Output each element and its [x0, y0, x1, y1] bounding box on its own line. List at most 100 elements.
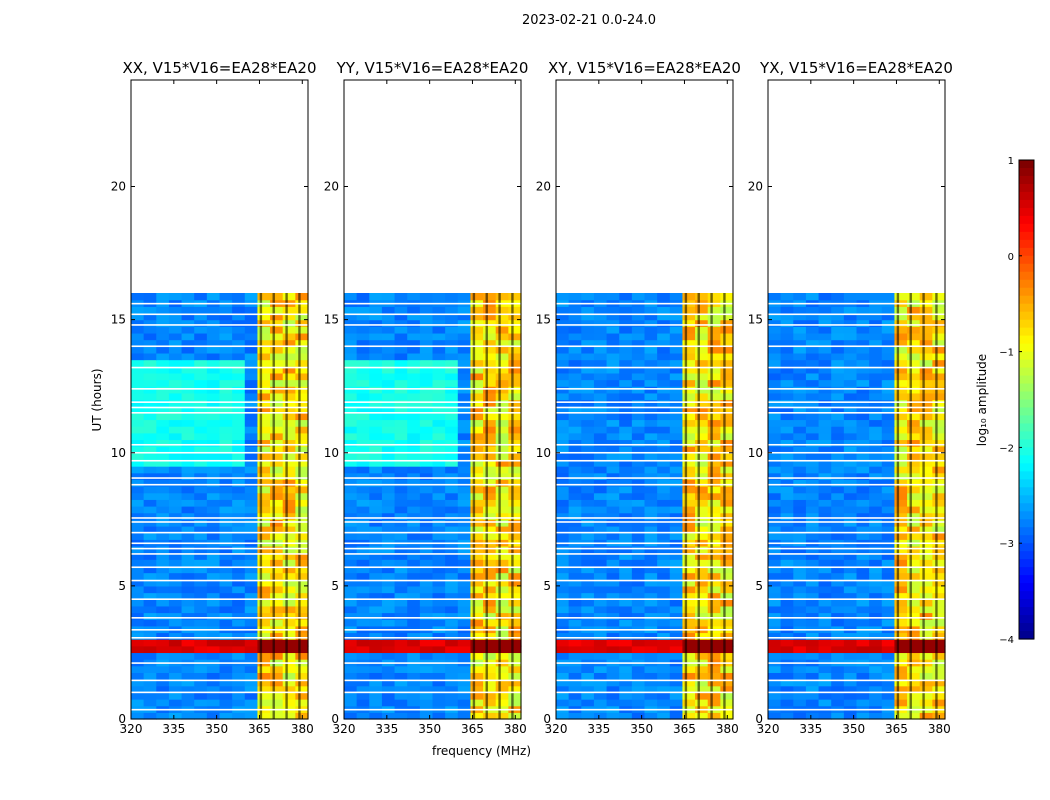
heatmap-cell: [856, 679, 870, 687]
heatmap-cell: [707, 432, 721, 441]
heatmap-cell: [568, 632, 582, 640]
heatmap-cell: [168, 293, 183, 301]
heatmap-cell: [568, 306, 582, 314]
heatmap-cell: [657, 406, 671, 414]
heatmap-cell: [556, 293, 570, 301]
heatmap-cell: [257, 386, 271, 394]
heatmap-cell: [631, 412, 646, 421]
heatmap-cell: [394, 392, 408, 401]
flagged-row: [556, 708, 733, 711]
heatmap-cell: [768, 426, 782, 434]
heatmap-cell: [707, 572, 721, 580]
heatmap-cell: [581, 699, 595, 707]
heatmap-cell: [894, 639, 908, 647]
heatmap-cell: [644, 306, 658, 314]
heatmap-cell: [669, 312, 684, 321]
heatmap-cell: [919, 432, 933, 441]
heatmap-cell: [206, 432, 221, 441]
heatmap-cell: [483, 559, 497, 567]
heatmap-cell: [556, 306, 570, 314]
heatmap-cell: [793, 532, 807, 540]
heatmap-cell: [282, 419, 296, 427]
heatmap-cell: [768, 339, 782, 347]
heatmap-cell: [644, 665, 658, 674]
heatmap-cell: [419, 512, 434, 520]
heatmap-cell: [131, 632, 145, 640]
heatmap-cell: [457, 293, 472, 301]
heatmap-cell: [831, 685, 845, 693]
heatmap-cell: [181, 579, 195, 587]
heatmap-cell: [483, 699, 497, 707]
heatmap-cell: [768, 432, 782, 441]
heatmap-cell: [720, 699, 734, 707]
heatmap-cell: [793, 506, 807, 514]
heatmap-cell: [257, 712, 271, 720]
heatmap-cell: [394, 519, 408, 527]
heatmap-cell: [568, 639, 582, 647]
heatmap-cell: [344, 579, 358, 587]
heatmap-cell: [419, 679, 434, 687]
x-tick-label: 350: [205, 722, 228, 736]
heatmap-cell: [470, 346, 484, 354]
heatmap-cell: [556, 472, 570, 480]
heatmap-cell: [244, 532, 259, 540]
heatmap-cell: [232, 685, 246, 693]
heatmap-cell: [244, 379, 259, 387]
heatmap-cell: [568, 419, 582, 427]
heatmap-cell: [869, 552, 883, 560]
heatmap-cell: [495, 472, 509, 480]
heatmap-cell: [818, 652, 832, 660]
heatmap-cell: [843, 552, 858, 560]
heatmap-cell: [869, 306, 883, 314]
heatmap-cell: [695, 592, 709, 600]
heatmap-cell: [619, 639, 633, 647]
heatmap-cell: [282, 512, 296, 520]
heatmap-cell: [470, 332, 484, 341]
heatmap-cell: [295, 506, 309, 514]
heatmap-cell: [394, 632, 408, 640]
heatmap-cell: [894, 452, 908, 461]
heatmap-cell: [295, 579, 309, 587]
heatmap-cell: [508, 479, 522, 487]
x-tick-label: 335: [587, 722, 610, 736]
heatmap-cell: [143, 559, 157, 567]
heatmap-cell: [682, 293, 696, 301]
heatmap-cell: [344, 532, 358, 540]
y-tick-label: 20: [748, 180, 763, 194]
heatmap-cell: [682, 632, 696, 640]
flagged-row: [556, 629, 733, 631]
heatmap-cell: [168, 712, 183, 720]
y-tick-label: 0: [543, 712, 551, 726]
heatmap-cell: [168, 585, 183, 594]
heatmap-cell: [356, 512, 370, 520]
heatmap-cell: [805, 679, 820, 687]
heatmap-cell: [295, 452, 309, 461]
heatmap-cell: [793, 412, 807, 421]
flagged-row: [768, 521, 945, 523]
heatmap-cell: [282, 452, 296, 461]
heatmap-cell: [768, 559, 782, 567]
heatmap-cell: [593, 585, 608, 594]
heatmap-cell: [244, 645, 259, 654]
heatmap-cell: [457, 665, 472, 674]
heatmap-cell: [168, 412, 183, 421]
flagged-row: [131, 708, 308, 711]
heatmap-cell: [232, 359, 246, 367]
heatmap-cell: [881, 466, 896, 474]
heatmap-cell: [768, 585, 782, 594]
heatmap-cell: [869, 439, 883, 447]
heatmap-cell: [483, 479, 497, 487]
heatmap-cell: [495, 419, 509, 427]
heatmap-cell: [593, 479, 608, 487]
heatmap-cell: [457, 426, 472, 434]
heatmap-cell: [344, 386, 358, 394]
heatmap-cell: [432, 679, 446, 687]
heatmap-cell: [768, 672, 782, 680]
heatmap-cell: [869, 492, 883, 500]
heatmap-cell: [707, 585, 721, 594]
heatmap-cell: [907, 572, 921, 580]
heatmap-cell: [295, 326, 309, 334]
heatmap-cell: [394, 352, 408, 361]
heatmap-cell: [270, 506, 284, 514]
heatmap-cell: [194, 565, 208, 574]
